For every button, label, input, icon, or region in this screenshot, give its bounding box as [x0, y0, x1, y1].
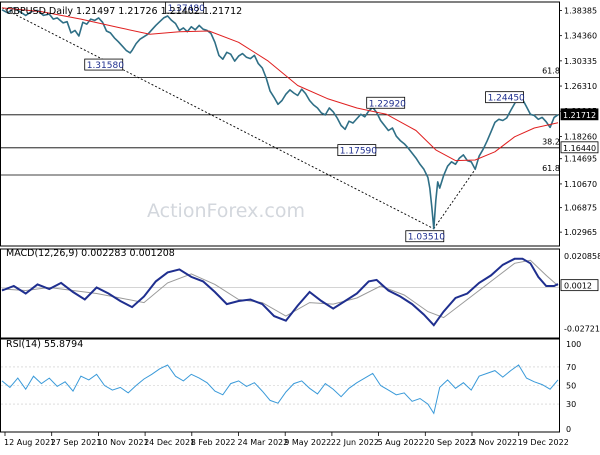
price-tick-label-0: 1.38385	[564, 6, 597, 15]
price-tick-label-8: 1.06875	[564, 204, 597, 213]
rsi-series	[1, 364, 559, 415]
annotation-label-1: 1.31580	[87, 61, 124, 71]
annotation-label-3: 1.17590	[340, 147, 377, 157]
watermark: ActionForex.com	[147, 200, 305, 222]
annotation-box-4	[405, 230, 445, 243]
x-tick-label-6: 9 May 2022	[284, 438, 331, 447]
x-tick-label-1: 27 Sep 2021	[51, 438, 102, 447]
macd-series	[1, 257, 559, 327]
annotation-label-0: 1.37480	[168, 4, 205, 14]
macd-value-box	[560, 279, 599, 292]
x-tick-label-9: 20 Sep 2022	[424, 438, 475, 447]
fib-label-1: 38.2	[542, 137, 560, 146]
price-tick-label-5: 1.18260	[564, 132, 597, 141]
macd-value-label: 0.0012	[564, 282, 592, 291]
rsi-pane-frame	[0, 338, 560, 433]
level-tag-label-0: 1.21712	[563, 111, 596, 120]
price-tick-label-2: 1.30335	[564, 57, 597, 66]
rsi-tick-label-2: 50	[566, 382, 576, 391]
price-pane-frame	[0, 1, 560, 247]
annotation-label-5: 1.24450	[488, 94, 525, 104]
price-series	[1, 7, 559, 230]
level-tag-box-1	[560, 141, 599, 154]
annotation-box-5	[485, 91, 524, 104]
level-tag-box-0	[560, 108, 599, 121]
price-tick-label-7: 1.10670	[564, 180, 597, 189]
annotation-box-0	[165, 1, 205, 14]
macd-title: MACD(12,26,9) 0.002283 0.001208	[6, 248, 175, 259]
price-tick-label-1: 1.34360	[564, 32, 597, 41]
macd-tick-label-2: -0.027213	[564, 325, 600, 334]
trendline-rebound	[433, 169, 476, 229]
rsi-title: RSI(14) 55.8794	[6, 339, 83, 350]
x-tick-label-5: 24 Mar 2022	[238, 438, 289, 447]
main-title: GBPUSD,Daily 1.21497 1.21726 1.21402 1.2…	[6, 6, 242, 17]
fib-label-0: 61.8	[542, 67, 560, 76]
annotation-box-2	[366, 96, 406, 109]
price-tick-label-3: 1.26310	[564, 82, 597, 91]
annotation-box-3	[337, 144, 377, 157]
x-tick-label-4: 8 Feb 2022	[191, 438, 236, 447]
x-tick-label-3: 24 Dec 2021	[144, 438, 195, 447]
macd-tick-label-0: 0.020858	[564, 252, 600, 261]
fib-label-2: 61.8	[542, 164, 560, 173]
rsi-tick-label-0: 100	[566, 340, 581, 349]
price-tick-label-9: 1.02965	[564, 228, 597, 237]
price-tick-label-6: 1.14695	[564, 155, 597, 164]
macd-pane-frame	[0, 248, 560, 339]
trendline	[1, 7, 434, 230]
rsi-tick-label-4: 0	[566, 425, 571, 434]
x-tick-label-8: 5 Aug 2022	[378, 438, 424, 447]
rsi-tick-label-1: 70	[566, 363, 576, 372]
x-tick-label-2: 10 Nov 2021	[97, 438, 148, 447]
level-tag-label-1: 1.16440	[563, 144, 596, 153]
x-tick-label-7: 22 Jun 2022	[331, 438, 379, 447]
x-tick-label-11: 19 Dec 2022	[518, 438, 569, 447]
rsi-tick-label-3: 30	[566, 400, 576, 409]
annotation-label-2: 1.22920	[369, 99, 406, 109]
x-tick-label-10: 3 Nov 2022	[471, 438, 517, 447]
annotation-box-1	[84, 58, 124, 71]
moving-average-series	[1, 7, 559, 162]
x-tick-label-0: 12 Aug 2021	[4, 438, 55, 447]
annotation-label-4: 1.03510	[408, 233, 445, 243]
macd-signal-series	[1, 259, 559, 319]
